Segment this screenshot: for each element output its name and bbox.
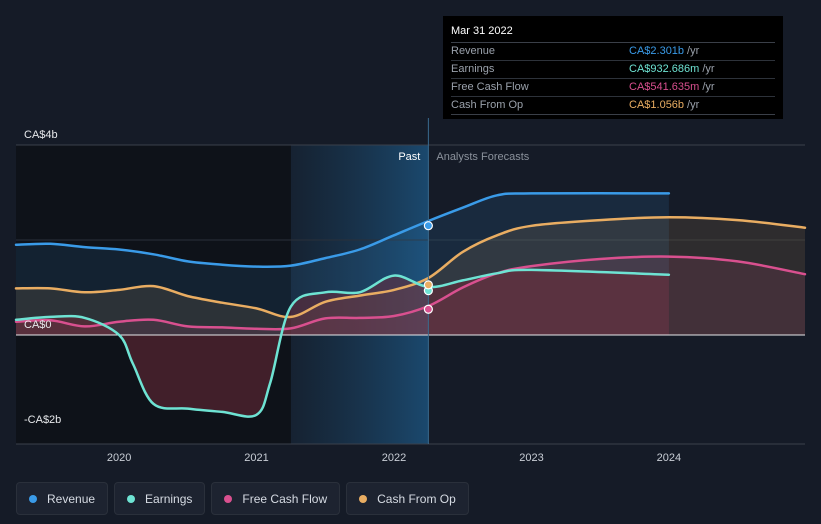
y-tick-label: -CA$2b [24,414,61,426]
past-label: Past [398,151,420,163]
tooltip-unit: /yr [702,81,715,93]
legend-item-revenue[interactable]: Revenue [16,482,109,515]
tooltip-value: CA$541.635m [629,81,700,93]
tooltip-row-free-cash-flow: Free Cash Flow CA$541.635m /yr [451,79,775,97]
x-tick-label: 2023 [519,452,543,464]
legend-dot-icon [359,494,368,503]
tooltip-value: CA$1.056b [629,99,685,111]
legend: Revenue Earnings Free Cash Flow Cash Fro… [16,482,469,515]
point-cash-from-op[interactable] [423,280,433,290]
y-tick-label: CA$4b [24,129,58,141]
legend-dot-icon [224,494,233,503]
legend-label: Earnings [145,491,193,506]
tooltip-label: Revenue [451,45,496,57]
x-tick-label: 2022 [382,452,406,464]
tooltip-value: CA$2.301b [629,45,685,57]
legend-item-earnings[interactable]: Earnings [114,482,206,515]
y-tick-label: CA$0 [24,319,52,331]
legend-dot-icon [29,494,37,503]
x-tick-label: 2020 [107,452,131,464]
line-revenue [14,192,671,269]
legend-label: Revenue [47,491,96,506]
legend-item-free-cash-flow[interactable]: Free Cash Flow [211,482,341,515]
legend-label: Cash From Op [377,491,456,506]
tooltip: Mar 31 2022 Revenue CA$2.301b /yr Earnin… [443,16,783,119]
line-free-cash-flow [14,255,807,331]
point-revenue[interactable] [423,221,433,231]
point-free-cash-flow[interactable] [423,304,433,314]
tooltip-unit: /yr [702,63,715,75]
legend-dot-icon [127,494,136,503]
tooltip-row-earnings: Earnings CA$932.686m /yr [451,61,775,79]
tooltip-label: Earnings [451,63,495,75]
line-cash-from-op [14,215,807,319]
x-tick-label: 2024 [657,452,681,464]
tooltip-label: Free Cash Flow [451,81,529,93]
tooltip-date: Mar 31 2022 [451,24,775,43]
legend-label: Free Cash Flow [242,491,328,506]
x-tick-label: 2021 [244,452,268,464]
tooltip-row-revenue: Revenue CA$2.301b /yr [451,43,775,61]
forecast-label: Analysts Forecasts [436,151,529,163]
tooltip-label: Cash From Op [451,99,524,111]
line-earnings [14,268,671,418]
area-earnings [16,269,669,417]
tooltip-value: CA$932.686m [629,63,700,75]
tooltip-unit: /yr [687,45,700,57]
tooltip-unit: /yr [687,99,700,111]
legend-item-cash-from-op[interactable]: Cash From Op [346,482,469,515]
tooltip-row-cash-from-op: Cash From Op CA$1.056b /yr [451,97,775,115]
